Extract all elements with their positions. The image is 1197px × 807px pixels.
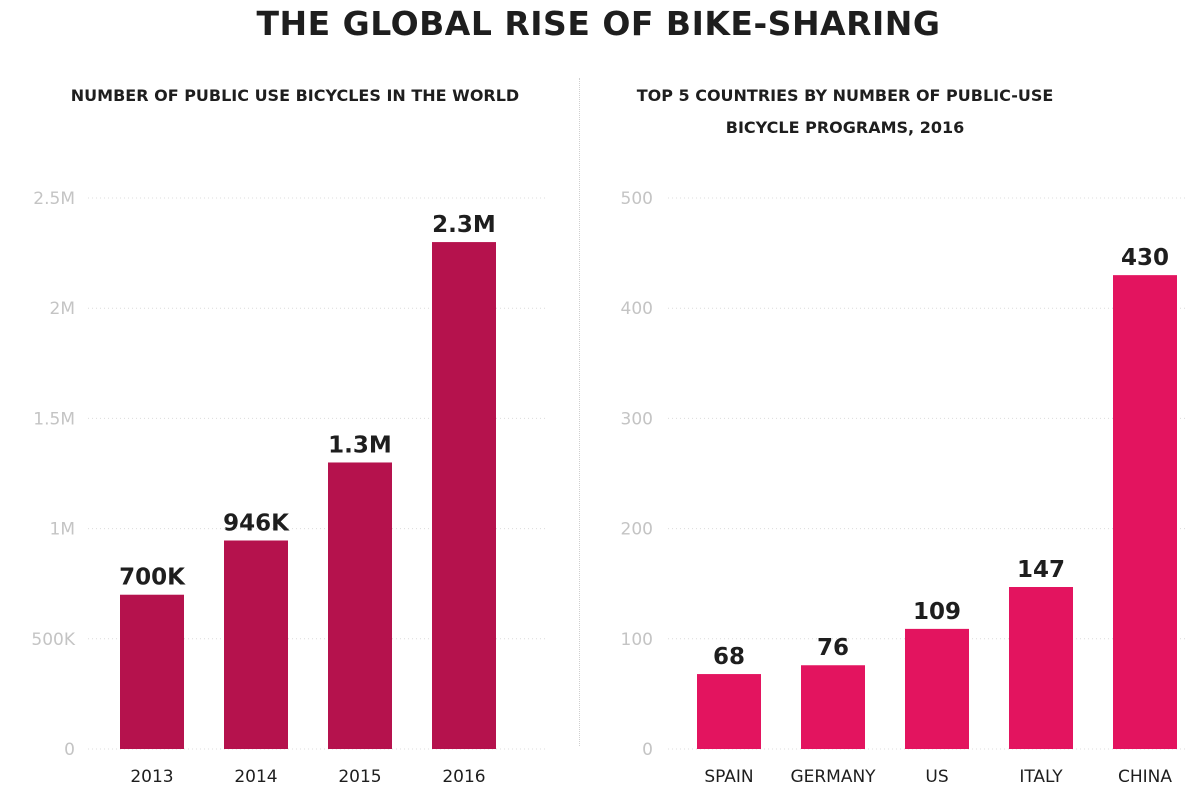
x-tick-label: 2014 [234, 767, 277, 787]
bar [697, 674, 761, 749]
y-tick-label: 500 [621, 189, 653, 209]
bar [120, 594, 184, 749]
data-label: 68 [713, 644, 745, 670]
x-tick-label: 2016 [442, 767, 485, 787]
y-tick-label: 2.5M [33, 189, 75, 209]
y-tick-label: 0 [64, 740, 75, 760]
bar [905, 628, 969, 749]
y-tick-label: 400 [621, 299, 653, 319]
x-tick-label: SPAIN [704, 767, 753, 787]
y-tick-label: 0 [642, 740, 653, 760]
y-tick-label: 2M [50, 299, 75, 319]
chart-title: TOP 5 COUNTRIES BY NUMBER OF PUBLIC-USE [637, 86, 1054, 105]
y-tick-label: 200 [621, 520, 653, 540]
data-label: 109 [913, 599, 961, 625]
data-label: 430 [1121, 245, 1169, 271]
bar [1113, 275, 1177, 749]
x-tick-label: 2013 [130, 767, 173, 787]
data-label: 1.3M [328, 432, 392, 458]
bar [1009, 587, 1073, 749]
data-label: 147 [1017, 557, 1065, 583]
x-tick-label: US [925, 767, 948, 787]
y-tick-label: 500K [31, 630, 75, 650]
data-label: 2.3M [432, 212, 496, 238]
y-tick-label: 300 [621, 409, 653, 429]
data-label: 946K [223, 511, 290, 537]
y-tick-label: 1.5M [33, 409, 75, 429]
chart-1: NUMBER OF PUBLIC USE BICYCLES IN THE WOR… [31, 86, 545, 787]
chart-title: NUMBER OF PUBLIC USE BICYCLES IN THE WOR… [71, 86, 519, 105]
data-label: 700K [119, 565, 186, 591]
bar [224, 540, 288, 749]
y-tick-label: 1M [50, 520, 75, 540]
x-tick-label: 2015 [338, 767, 381, 787]
bar [801, 665, 865, 749]
chart-2: TOP 5 COUNTRIES BY NUMBER OF PUBLIC-USE B… [621, 86, 1188, 787]
chart-divider [579, 78, 580, 746]
data-label: 76 [817, 635, 849, 661]
x-tick-label: CHINA [1118, 767, 1172, 787]
y-tick-label: 100 [621, 630, 653, 650]
bar [432, 242, 496, 749]
x-tick-label: ITALY [1019, 767, 1063, 787]
bar [328, 462, 392, 749]
x-tick-label: GERMANY [790, 767, 876, 787]
chart-title: BICYCLE PROGRAMS, 2016 [726, 118, 964, 137]
page-title: THE GLOBAL RISE OF BIKE-SHARING [256, 4, 941, 43]
